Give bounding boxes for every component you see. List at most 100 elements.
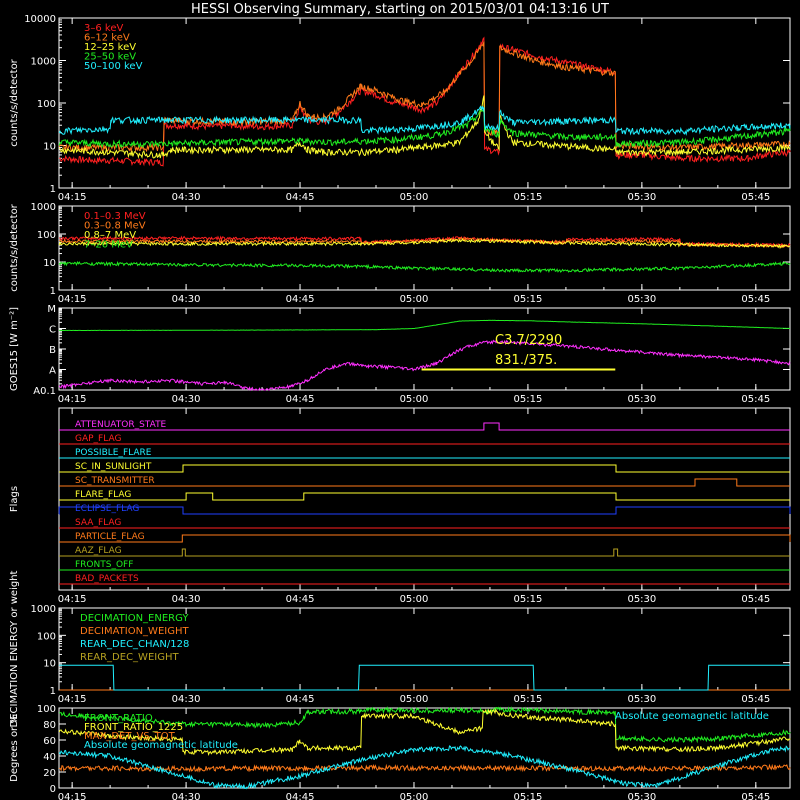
panel4-flag-label: SC_IN_SUNLIGHT [75,462,152,472]
panel4-flag-label: SC_TRANSMITTER [75,476,155,486]
panel4-flag-label: SAA_FLAG [75,518,121,528]
panel3-xtick-label: 05:45 [741,394,770,405]
panel5-xtick-label: 05:15 [514,694,543,705]
panel2-ylabel: counts/s/detector [9,203,20,291]
panel6-series-MAX_DET_VS_TOT [59,763,791,773]
panel3: 04:15 04:30 04:45 05:00 05:15 05:30 05:45 GOES1… [9,304,791,405]
panel4-xtick-label: 04:30 [172,594,201,605]
panel3-series-short [59,319,790,332]
panel2-xtick-label: 04:15 [58,294,87,305]
panel1: 04:15 04:30 04:45 05:00 05:15 05:30 05:45 count… [9,14,791,203]
panel4-flag-label: ATTENUATOR_STATE [75,420,167,430]
panel3-ytick-label: M [47,304,56,315]
panel3-ytick-label: A [49,366,56,377]
panel3-xtick-label: 05:30 [627,394,656,405]
panel2-xtick-label: 05:30 [627,294,656,305]
panel1-xtick-label: 05:00 [400,192,429,203]
panel4: 04:15 04:30 04:45 05:00 05:15 05:30 05:45 Flags… [9,407,791,605]
panel1-legend-3: 25–50 keV [84,52,136,63]
panel1-ytick-label: 1 [50,184,56,195]
panel2-series-0.8–7 MeV [58,237,791,249]
panel5-xtick-label: 04:30 [172,694,201,705]
panel1-series-50–100 keV [58,105,791,136]
panel2-legend-2: 0.8–7 MeV [84,230,136,241]
panel3-ytick-label: A0.1 [33,386,56,397]
panel6-ylabel: Degrees or % [9,714,20,782]
panel1-ylabel: counts/s/detector [9,58,20,146]
panel4-ylabel: Flags [9,486,20,512]
panel4-flag-aaz_flag [59,548,790,557]
panel6-xtick-label: 05:00 [400,792,429,800]
panel1-legend-1: 6–12 keV [84,33,130,44]
panel2-ytick-label: 1000 [31,202,56,213]
panel4-frame [58,407,791,591]
panel6-series-FRONT_RATIO_1225 [58,708,791,756]
panel6-xtick-label: 05:45 [741,792,770,800]
panel6-ytick-label: 60 [43,736,56,747]
panel1-xtick-label: 05:45 [741,192,770,203]
panel5-xtick-label: 05:45 [741,694,770,705]
panel1-xtick-label: 04:30 [172,192,201,203]
panel1-ytick-label: 10 [43,142,56,153]
panel4-xtick-label: 05:15 [514,594,543,605]
panel1-legend-2: 12–25 keV [84,42,136,53]
panel6-ytick-label: 40 [43,752,56,763]
panel4-xtick-label: 05:30 [627,594,656,605]
panel1-ytick-label: 1000 [31,57,56,68]
panel3-ytick-label: B [49,345,56,356]
panel4-flag-eclipse_flag [58,506,791,515]
panel5-xtick-label: 05:30 [627,694,656,705]
panel6-xtick-label: 04:30 [172,792,201,800]
panel4-xtick-label: 05:45 [741,594,770,605]
panel6-right-label: Absolute geomagnetic latitude [615,711,769,722]
panel2-xtick-label: 04:45 [286,294,315,305]
panel2-ytick-label: 10 [43,258,56,269]
panel6-xtick-label: 05:30 [627,792,656,800]
panel1-ytick-label: 100 [37,99,56,110]
panel4-flag-sc_transmitter [59,478,790,487]
panel6-xtick-label: 04:45 [286,792,315,800]
panel5-xtick-label: 05:00 [400,694,429,705]
panel1-ytick-label: 10000 [24,14,56,25]
panel4-flag-label: AAZ_FLAG [75,546,122,556]
panel6-legend-0: FRONT_RATIO [84,713,153,724]
panel1-series-25–50 keV [58,109,791,149]
panel2-frame [58,205,791,291]
panel4-flag-label: GAP_FLAG [75,434,121,444]
panel4-flag-label: FRONTS_OFF [75,560,133,570]
panel5-ytick-label: 1 [50,686,56,697]
panel2-xtick-label: 05:00 [400,294,429,305]
panel2-legend-3: 7–20 MeV [84,240,133,251]
panel6-ytick-label: 0 [50,784,56,795]
panel5-legend-1: DECIMATION_WEIGHT [80,626,189,637]
panel3-xtick-label: 05:15 [514,394,543,405]
panel5-xtick-label: 04:15 [58,694,87,705]
panel4-flag-label: POSSIBLE_FLARE [75,448,152,458]
panel5-ylabel: DECIMATION ENERGY or weight [9,570,20,727]
panel4-flag-label: ECLIPSE_FLAG [75,504,139,514]
panel3-xtick-label: 04:15 [58,394,87,405]
panel6-legend-1: FRONT_RATIO_1225 [84,722,183,733]
panel2-ytick-label: 1 [50,286,56,297]
panel1-legend-4: 50–100 keV [84,61,143,72]
panel5-legend-0: DECIMATION_ENERGY [80,613,189,624]
panel6-series-FRONT_RATIO [59,706,791,744]
panel2-legend-1: 0.3–0.8 MeV [84,221,146,232]
panel1-series-3–6 keV [58,36,791,167]
panel1-series-6–12 keV [58,41,791,153]
panel3-xtick-label: 05:00 [400,394,429,405]
panel5-ytick-label: 100 [37,631,56,642]
panel1-xtick-label: 04:15 [58,192,87,203]
panel6-ytick-label: 20 [43,768,56,779]
panel3-ylabel: GOES15 [W m⁻²] [9,307,20,391]
panel2: 04:15 04:30 04:45 05:00 05:15 05:30 05:45 count… [9,202,791,305]
chart-title: HESSI Observing Summary, starting on 201… [191,2,609,17]
panel4-flag-label: PARTICLE_FLAG [75,532,145,542]
panel4-flag-label: BAD_PACKETS [75,574,139,584]
panel6-legend-2: MAX_DET_VS_TOT [84,731,176,742]
panel5-legend-2: REAR_DEC_CHAN/128 [80,639,189,650]
panel4-xtick-label: 04:45 [286,594,315,605]
panel2-ytick-label: 100 [37,230,56,241]
panel3-ytick-label: C [49,325,56,336]
